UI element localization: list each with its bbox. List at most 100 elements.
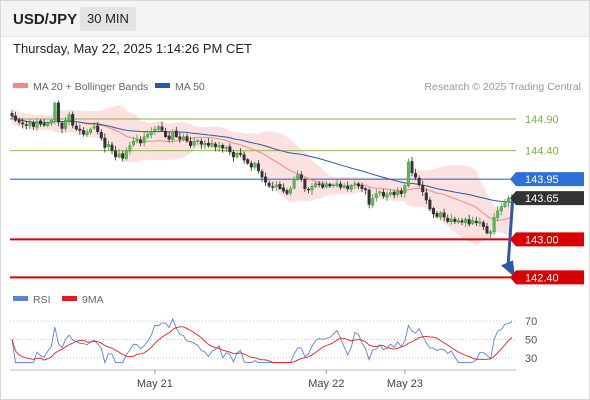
candle (85, 128, 89, 138)
level-badge-bg (510, 270, 584, 285)
candle-body (274, 184, 278, 188)
legend-9ma-label: 9MA (82, 294, 104, 306)
candle-body (253, 163, 257, 168)
candle (428, 197, 432, 211)
candle (335, 179, 339, 188)
candle-body (464, 218, 468, 223)
candle-body (171, 131, 175, 140)
candle (42, 119, 46, 127)
rsi-level-label: 50 (525, 335, 537, 347)
candle (371, 194, 375, 208)
candle (421, 180, 425, 197)
candle-body (217, 145, 221, 148)
candle-body (174, 130, 178, 137)
candle (192, 137, 196, 149)
candle-body (21, 122, 25, 125)
candle (81, 127, 85, 137)
candle (110, 141, 114, 155)
candle-body (106, 144, 110, 147)
candle-body (17, 119, 21, 123)
candle-body (24, 124, 28, 126)
candle-body (153, 128, 157, 132)
legend-swatch-ma50 (155, 83, 170, 88)
x-tick-label: May 21 (137, 378, 173, 390)
candle-body (439, 212, 443, 218)
candle-body (89, 128, 93, 133)
ma20-line (11, 115, 513, 221)
candle-body (124, 150, 128, 159)
level-label-144.90: 144.90 (525, 114, 559, 126)
candle (364, 187, 368, 195)
level-badge-bg (510, 232, 584, 247)
candle (10, 110, 14, 120)
candle-body (214, 143, 218, 148)
candle (460, 218, 464, 226)
candle (374, 189, 378, 202)
candle-body (317, 183, 321, 186)
candle-body (410, 161, 414, 174)
candle-body (142, 136, 146, 144)
candle (306, 187, 310, 194)
timeframe-badge[interactable]: 30 MIN (80, 7, 136, 31)
candle (128, 141, 132, 155)
candle (378, 190, 382, 197)
level-badge-142.40: 142.40 (510, 270, 584, 285)
candle (403, 183, 407, 198)
candle (171, 128, 175, 143)
candle (449, 214, 453, 225)
candle-body (103, 137, 107, 148)
candle-body (10, 113, 14, 117)
candle-body (324, 183, 328, 188)
candle-body (460, 220, 464, 223)
legend-swatch-ma20 (13, 83, 28, 88)
price-levels (10, 118, 516, 279)
forecast-arrow (501, 195, 515, 278)
candle-body (417, 177, 421, 186)
candle-body (381, 192, 385, 197)
candle (131, 136, 135, 148)
candle (346, 181, 350, 192)
candle-body (160, 126, 164, 131)
candle (114, 145, 118, 161)
candle (435, 211, 439, 219)
candle (39, 119, 43, 127)
candle (228, 143, 232, 156)
candle-body (128, 145, 132, 152)
candle-body (264, 176, 268, 183)
candle-body (342, 185, 346, 188)
candle-body (203, 142, 207, 146)
candle (64, 116, 68, 132)
candle-body (35, 121, 39, 128)
candle-body (167, 135, 171, 140)
candle (196, 139, 200, 145)
candle-body (353, 183, 357, 185)
level-badge-text: 143.95 (525, 174, 559, 186)
candle (139, 136, 143, 147)
candle (321, 181, 325, 189)
candle (339, 180, 343, 190)
candle (414, 168, 418, 181)
candle-body (74, 125, 78, 130)
candle-body (485, 226, 489, 234)
candle-body (85, 131, 89, 136)
candle-body (78, 128, 82, 131)
candle-body (367, 189, 371, 205)
candle (492, 213, 496, 235)
level-labels: 144.90 144.40 143.95 143.65 143.00 142.40 (510, 114, 584, 285)
candle-body (224, 147, 228, 149)
candle (453, 216, 457, 224)
candle-body (46, 122, 50, 126)
candle-body (278, 183, 282, 189)
candle-body (435, 213, 439, 217)
x-tick-label: May 23 (387, 378, 423, 390)
candle (328, 182, 332, 188)
candle (246, 158, 250, 165)
candle-body (349, 185, 353, 190)
candle (239, 148, 243, 157)
candle (406, 158, 410, 188)
candle-body (49, 120, 53, 124)
candle-body (371, 197, 375, 206)
candle (467, 214, 471, 227)
candle (256, 160, 260, 174)
candle-body (196, 140, 200, 142)
